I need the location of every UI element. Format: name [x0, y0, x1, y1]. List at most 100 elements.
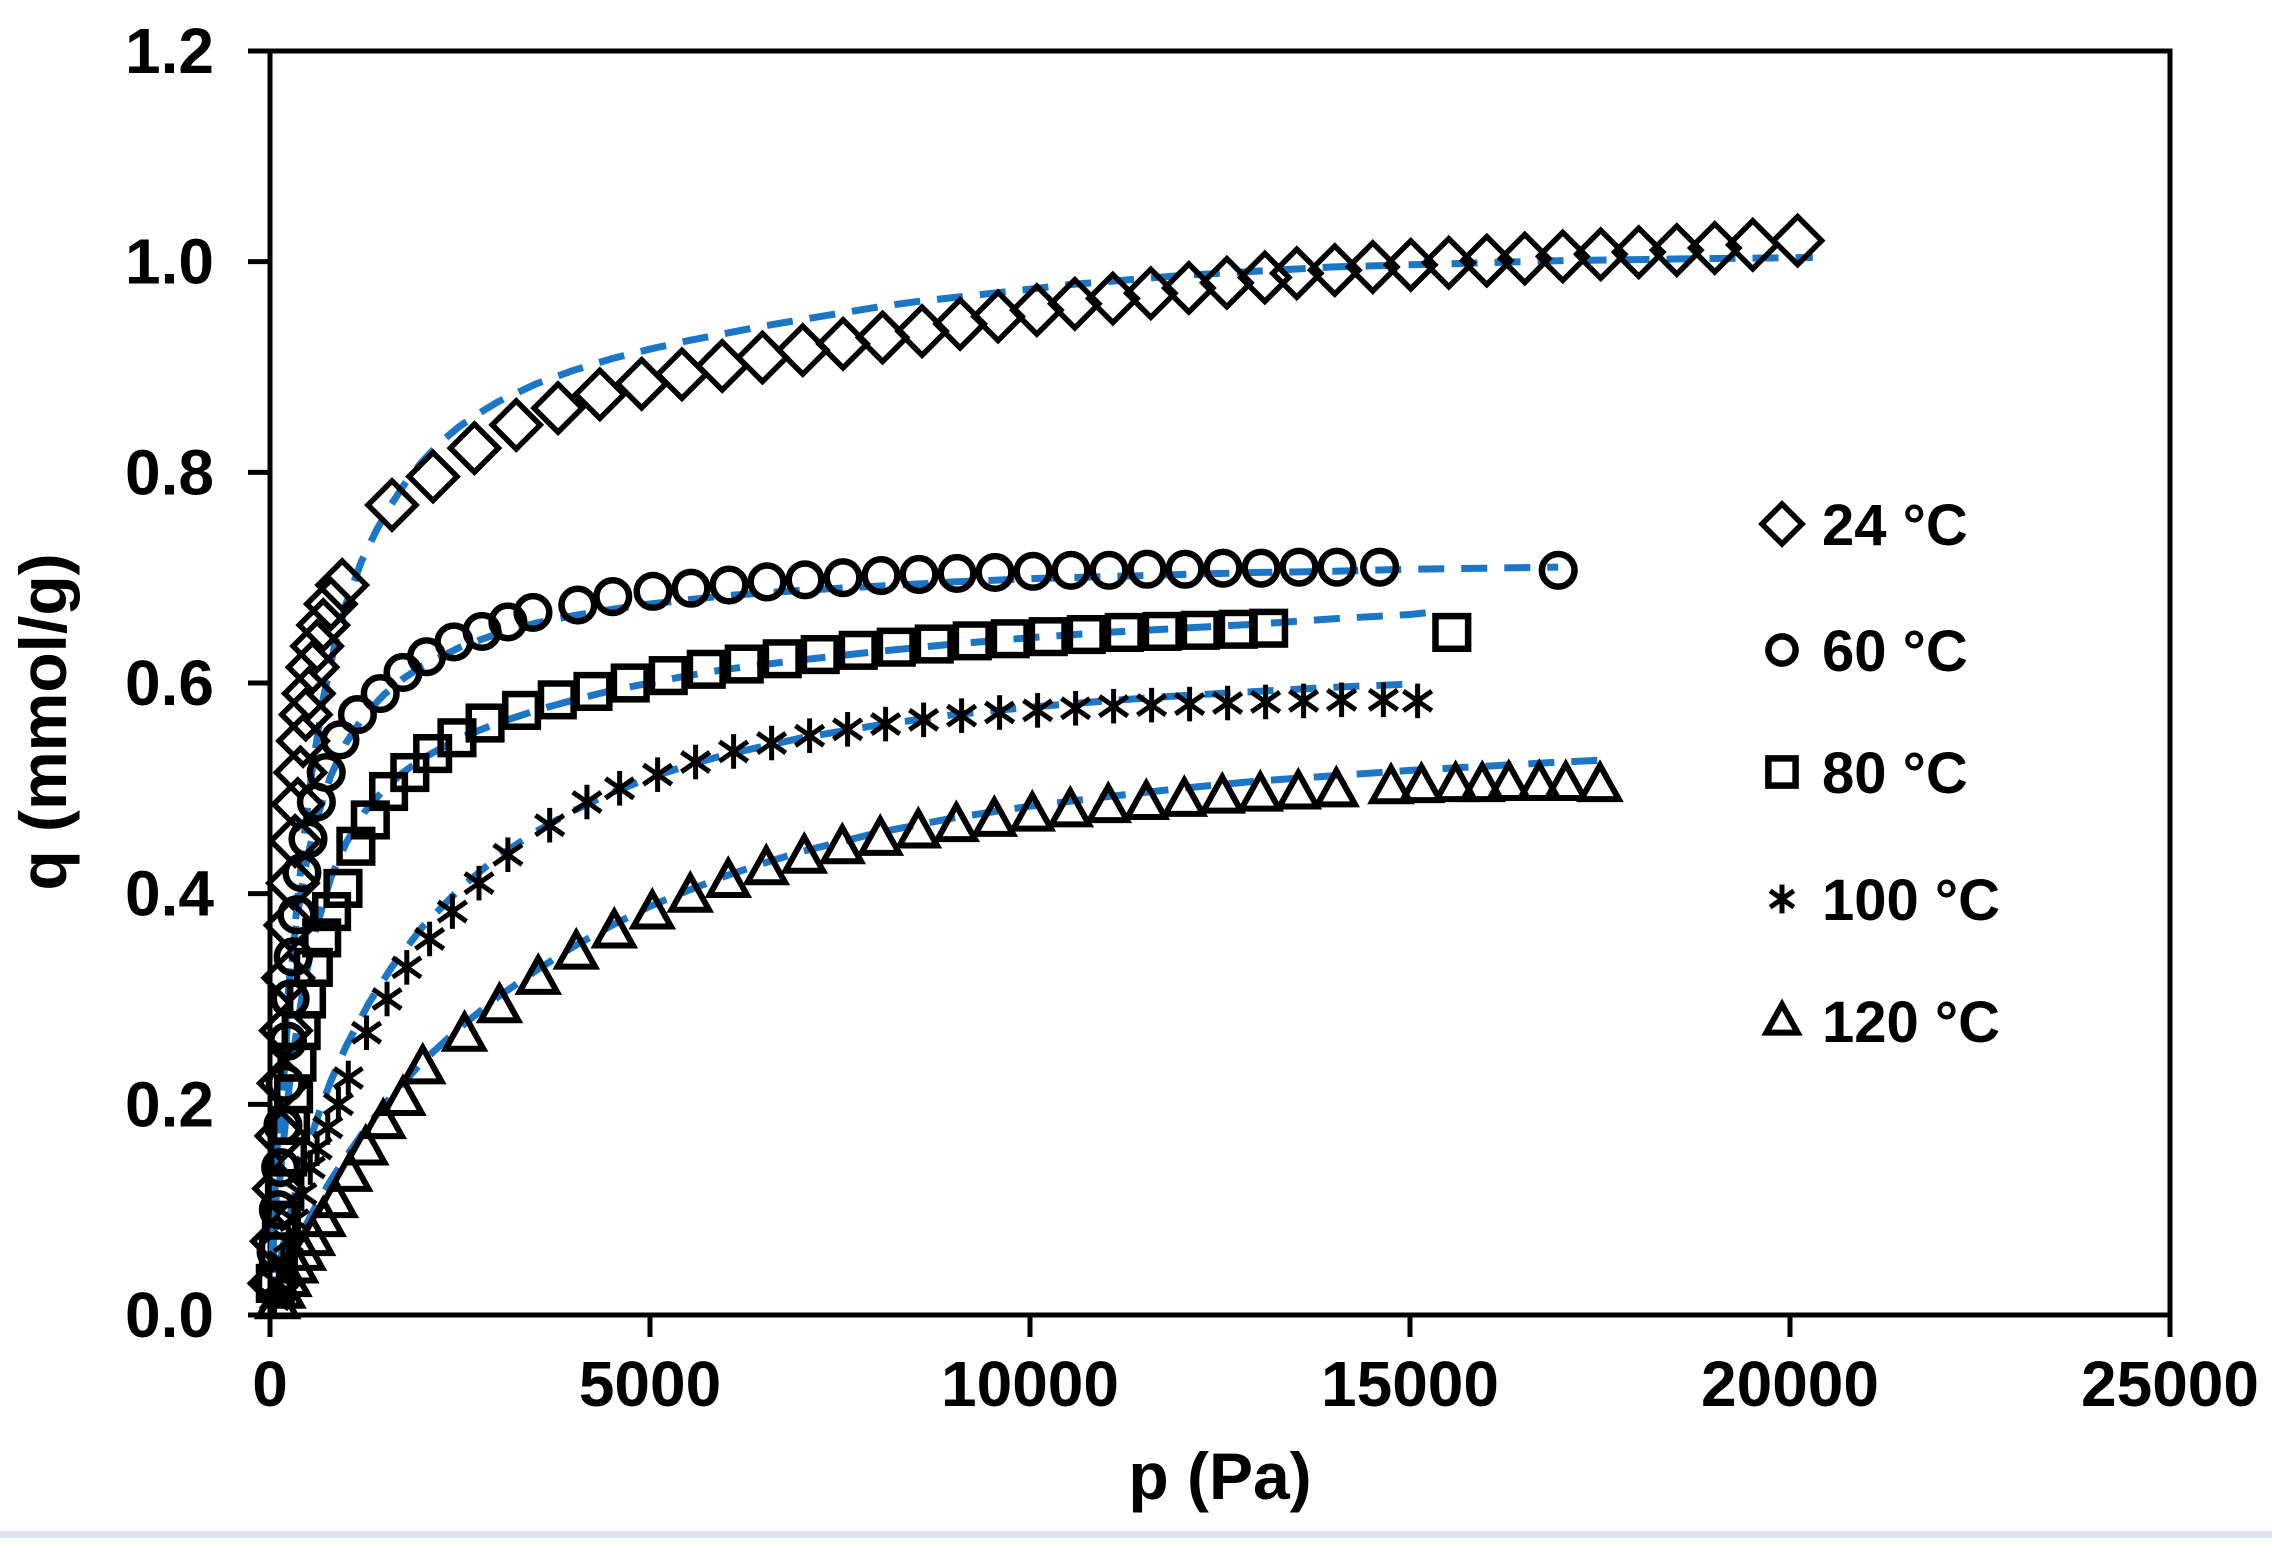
series-60c-point [1127, 549, 1167, 589]
triangle-legend-icon [1761, 998, 1803, 1036]
asterisk-stroke [322, 1092, 354, 1117]
series-120c-point [475, 980, 524, 1024]
series-60c-point [337, 695, 377, 735]
asterisk-stroke [946, 703, 978, 728]
asterisk-stroke [294, 1155, 326, 1180]
series-100c-point [1136, 687, 1168, 723]
asterisk-stroke [680, 750, 712, 774]
series-100c-point [391, 950, 423, 985]
legend-label: 24 °C [1822, 493, 1968, 558]
series-60c-point [1013, 551, 1053, 591]
series-120c-point [628, 886, 677, 930]
asterisk-stroke [1288, 689, 1320, 713]
legend-item-24c: 24 °C [1758, 493, 1968, 558]
asterisk-stroke [286, 1181, 318, 1206]
asterisk-stroke [272, 1229, 304, 1254]
y-tick-label: 1.2 [125, 15, 214, 87]
legend-item-120c: 120 °C [1761, 990, 2000, 1055]
series-24c-point [1420, 234, 1477, 291]
series-60c-point [558, 585, 598, 625]
series-120c-point [1367, 761, 1415, 805]
series-24c-point [446, 420, 503, 476]
series-80c-point [1432, 612, 1472, 653]
asterisk-stroke [1250, 690, 1282, 714]
series-120c-point [666, 869, 715, 913]
series-24c-point [264, 855, 321, 912]
asterisk-legend-icon [1768, 884, 1796, 914]
asterisk-stroke [1174, 692, 1206, 716]
legend-label: 80 °C [1822, 741, 1968, 806]
series-80c-point [876, 627, 916, 667]
x-tick-label: 10000 [941, 1348, 1119, 1420]
series-100c-point [680, 744, 712, 780]
asterisk-stroke [604, 776, 636, 801]
series-120c-point [1008, 788, 1057, 832]
series-60c-point [899, 554, 939, 595]
series-80c-point [686, 649, 726, 689]
series-24c-point [1458, 232, 1515, 289]
series-100c-point [332, 1060, 364, 1096]
asterisk-stroke [794, 723, 826, 748]
series-80c-point [648, 656, 688, 696]
asterisk-stroke [332, 1066, 364, 1090]
series-120c-point [359, 1096, 408, 1140]
legend-item-80c: 80 °C [1765, 741, 1968, 806]
series-120c-point [514, 952, 563, 995]
series-60c-point [306, 752, 346, 793]
asterisk-stroke [1212, 691, 1244, 715]
series-100c-point [1022, 693, 1054, 728]
series-100c-point [604, 771, 636, 806]
series-100c-point [414, 921, 446, 957]
series-60c-point [1241, 548, 1281, 588]
asterisk-stroke [908, 707, 940, 732]
series-24c-point [364, 477, 420, 533]
series-100c-point [718, 734, 750, 769]
series-80c-point [302, 918, 342, 958]
series-80c-point [1028, 617, 1068, 657]
series-100c-point [870, 706, 902, 742]
series-80c-point [1104, 612, 1144, 653]
series-120c-point [1084, 780, 1133, 824]
series-60c-point [360, 673, 400, 714]
series-100c-point [371, 981, 403, 1017]
asterisk-stroke [1060, 696, 1092, 721]
series-120c-point [341, 1122, 390, 1166]
series-60c-point [861, 555, 901, 596]
series-60c-point [823, 558, 863, 598]
series-100c-point [984, 695, 1016, 730]
series-60c-point [593, 577, 633, 617]
series-24c-point [405, 448, 461, 505]
series-60c-point [488, 602, 528, 642]
asterisk-stroke [756, 731, 788, 755]
asterisk-stroke [1367, 687, 1399, 712]
series-120c-point [440, 1008, 489, 1052]
series-100c-point [436, 894, 468, 929]
series-100c-point [1060, 691, 1092, 726]
series-100c-point [832, 712, 864, 747]
series-24c-point [1496, 230, 1553, 287]
asterisk-stroke [984, 700, 1016, 725]
series-24c-point [275, 713, 331, 769]
series-60c-point [747, 562, 787, 602]
series-24c-point [488, 397, 545, 453]
series-60c-point [937, 553, 977, 594]
series-100c-point [946, 698, 978, 733]
series-80c-point [1249, 608, 1289, 648]
asterisk-stroke [414, 927, 446, 951]
series-100c-point [463, 865, 495, 901]
asterisk-stroke [1402, 689, 1434, 713]
series-100c-point [1367, 682, 1399, 718]
series-120c-point [1397, 760, 1446, 804]
asterisk-stroke [642, 762, 674, 787]
series-24c-point [1534, 228, 1591, 285]
series-24c-point [267, 813, 323, 869]
series-24c-point [530, 380, 586, 436]
series-24c-point [262, 897, 319, 954]
series-24c-point [1724, 216, 1781, 273]
asterisk-stroke [1022, 698, 1054, 723]
series-24c-point [1344, 239, 1401, 295]
series-120c-markers [253, 758, 1624, 1320]
x-axis-title: p (Pa) [1128, 1439, 1311, 1513]
series-100c-point [1098, 688, 1130, 724]
